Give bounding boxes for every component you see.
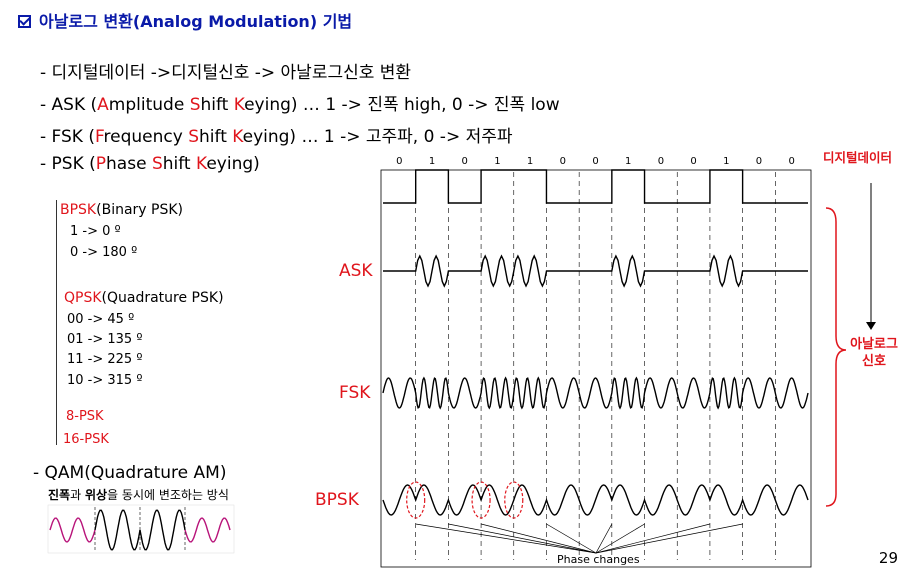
page-number: 29 bbox=[878, 549, 898, 567]
qpsk-item: 00 -> 45 º bbox=[67, 312, 135, 327]
slide-title-text: 아날로그 변환(Analog Modulation) 기법 bbox=[39, 12, 353, 31]
analog-signal-label: 신호 bbox=[862, 354, 886, 369]
bit-label: 0 bbox=[690, 156, 696, 167]
phase-change-arrow bbox=[595, 523, 613, 554]
bit-label: 1 bbox=[527, 156, 533, 167]
phase-change-arrow bbox=[546, 523, 597, 554]
ask-label: ASK bbox=[339, 261, 373, 281]
bit-label: 1 bbox=[494, 156, 500, 167]
bpsk-label: BPSK bbox=[315, 490, 360, 510]
phase-change-arrow bbox=[415, 523, 597, 554]
bullet-ask: - ASK (Amplitude Shift Keying) … 1 -> 진폭… bbox=[40, 95, 560, 115]
diagram-frame bbox=[380, 169, 812, 568]
bit-label: 0 bbox=[788, 156, 794, 167]
bullet-psk: - PSK (Phase Shift Keying) bbox=[40, 154, 260, 174]
phase-change-marker bbox=[406, 481, 426, 519]
digital-data-label: 디지털데이터 bbox=[823, 150, 892, 165]
arrow-down-icon bbox=[866, 322, 876, 330]
bullet-conversion: - 디지털데이터 ->디지털신호 -> 아날로그신호 변환 bbox=[40, 63, 412, 83]
bit-label: 1 bbox=[625, 156, 631, 167]
bpsk-signal bbox=[382, 484, 809, 516]
qam-segment bbox=[49, 517, 96, 543]
phase-changes-label: Phase changes bbox=[557, 553, 640, 566]
bpsk-item: 1 -> 0 º bbox=[70, 224, 121, 239]
phase-change-marker bbox=[471, 481, 491, 519]
qam-waveform bbox=[47, 504, 235, 554]
qpsk-item: 11 -> 225 º bbox=[67, 352, 143, 367]
bit-label: 0 bbox=[462, 156, 468, 167]
fsk-label: FSK bbox=[339, 383, 371, 403]
ask-signal bbox=[383, 254, 808, 288]
checkbox-icon bbox=[18, 15, 31, 28]
bit-label: 1 bbox=[429, 156, 435, 167]
analog-signal-label: 아날로그 bbox=[850, 336, 898, 352]
qam-segment bbox=[184, 517, 231, 543]
bit-label: 0 bbox=[592, 156, 598, 167]
slide-title: 아날로그 변환(Analog Modulation) 기법 bbox=[18, 8, 352, 32]
psk-tree-line bbox=[56, 200, 57, 445]
bit-label: 0 bbox=[756, 156, 762, 167]
qpsk-item: 01 -> 135 º bbox=[67, 332, 143, 347]
curly-brace bbox=[825, 207, 847, 507]
phase-change-arrow bbox=[448, 523, 597, 554]
bpsk-item: 0 -> 180 º bbox=[70, 245, 138, 260]
psk16-label: 16-PSK bbox=[63, 432, 109, 447]
qam-description: 진폭과 위상을 동시에 변조하는 방식 bbox=[48, 488, 229, 502]
phase-change-marker bbox=[504, 481, 524, 519]
qam-heading: - QAM(Quadrature AM) bbox=[33, 463, 227, 483]
phase-change-arrow bbox=[595, 523, 645, 554]
bpsk-heading: BPSK(Binary PSK) bbox=[60, 202, 183, 218]
psk8-label: 8-PSK bbox=[66, 409, 104, 424]
digital-signal bbox=[383, 169, 808, 204]
bit-label: 0 bbox=[396, 156, 402, 167]
qpsk-item: 10 -> 315 º bbox=[67, 373, 143, 388]
bit-label: 0 bbox=[658, 156, 664, 167]
qam-segment bbox=[139, 509, 186, 551]
qam-segment bbox=[94, 509, 141, 551]
bit-label: 0 bbox=[560, 156, 566, 167]
bit-label: 1 bbox=[723, 156, 729, 167]
qpsk-heading: QPSK(Quadrature PSK) bbox=[64, 290, 224, 306]
phase-change-arrow bbox=[595, 523, 743, 554]
phase-change-arrow bbox=[480, 523, 597, 554]
bullet-fsk: - FSK (Frequency Shift Keying) … 1 -> 고주… bbox=[40, 127, 513, 147]
qam-wave-frame bbox=[47, 504, 235, 554]
phase-change-arrow bbox=[595, 523, 711, 554]
fsk-signal bbox=[382, 376, 809, 410]
